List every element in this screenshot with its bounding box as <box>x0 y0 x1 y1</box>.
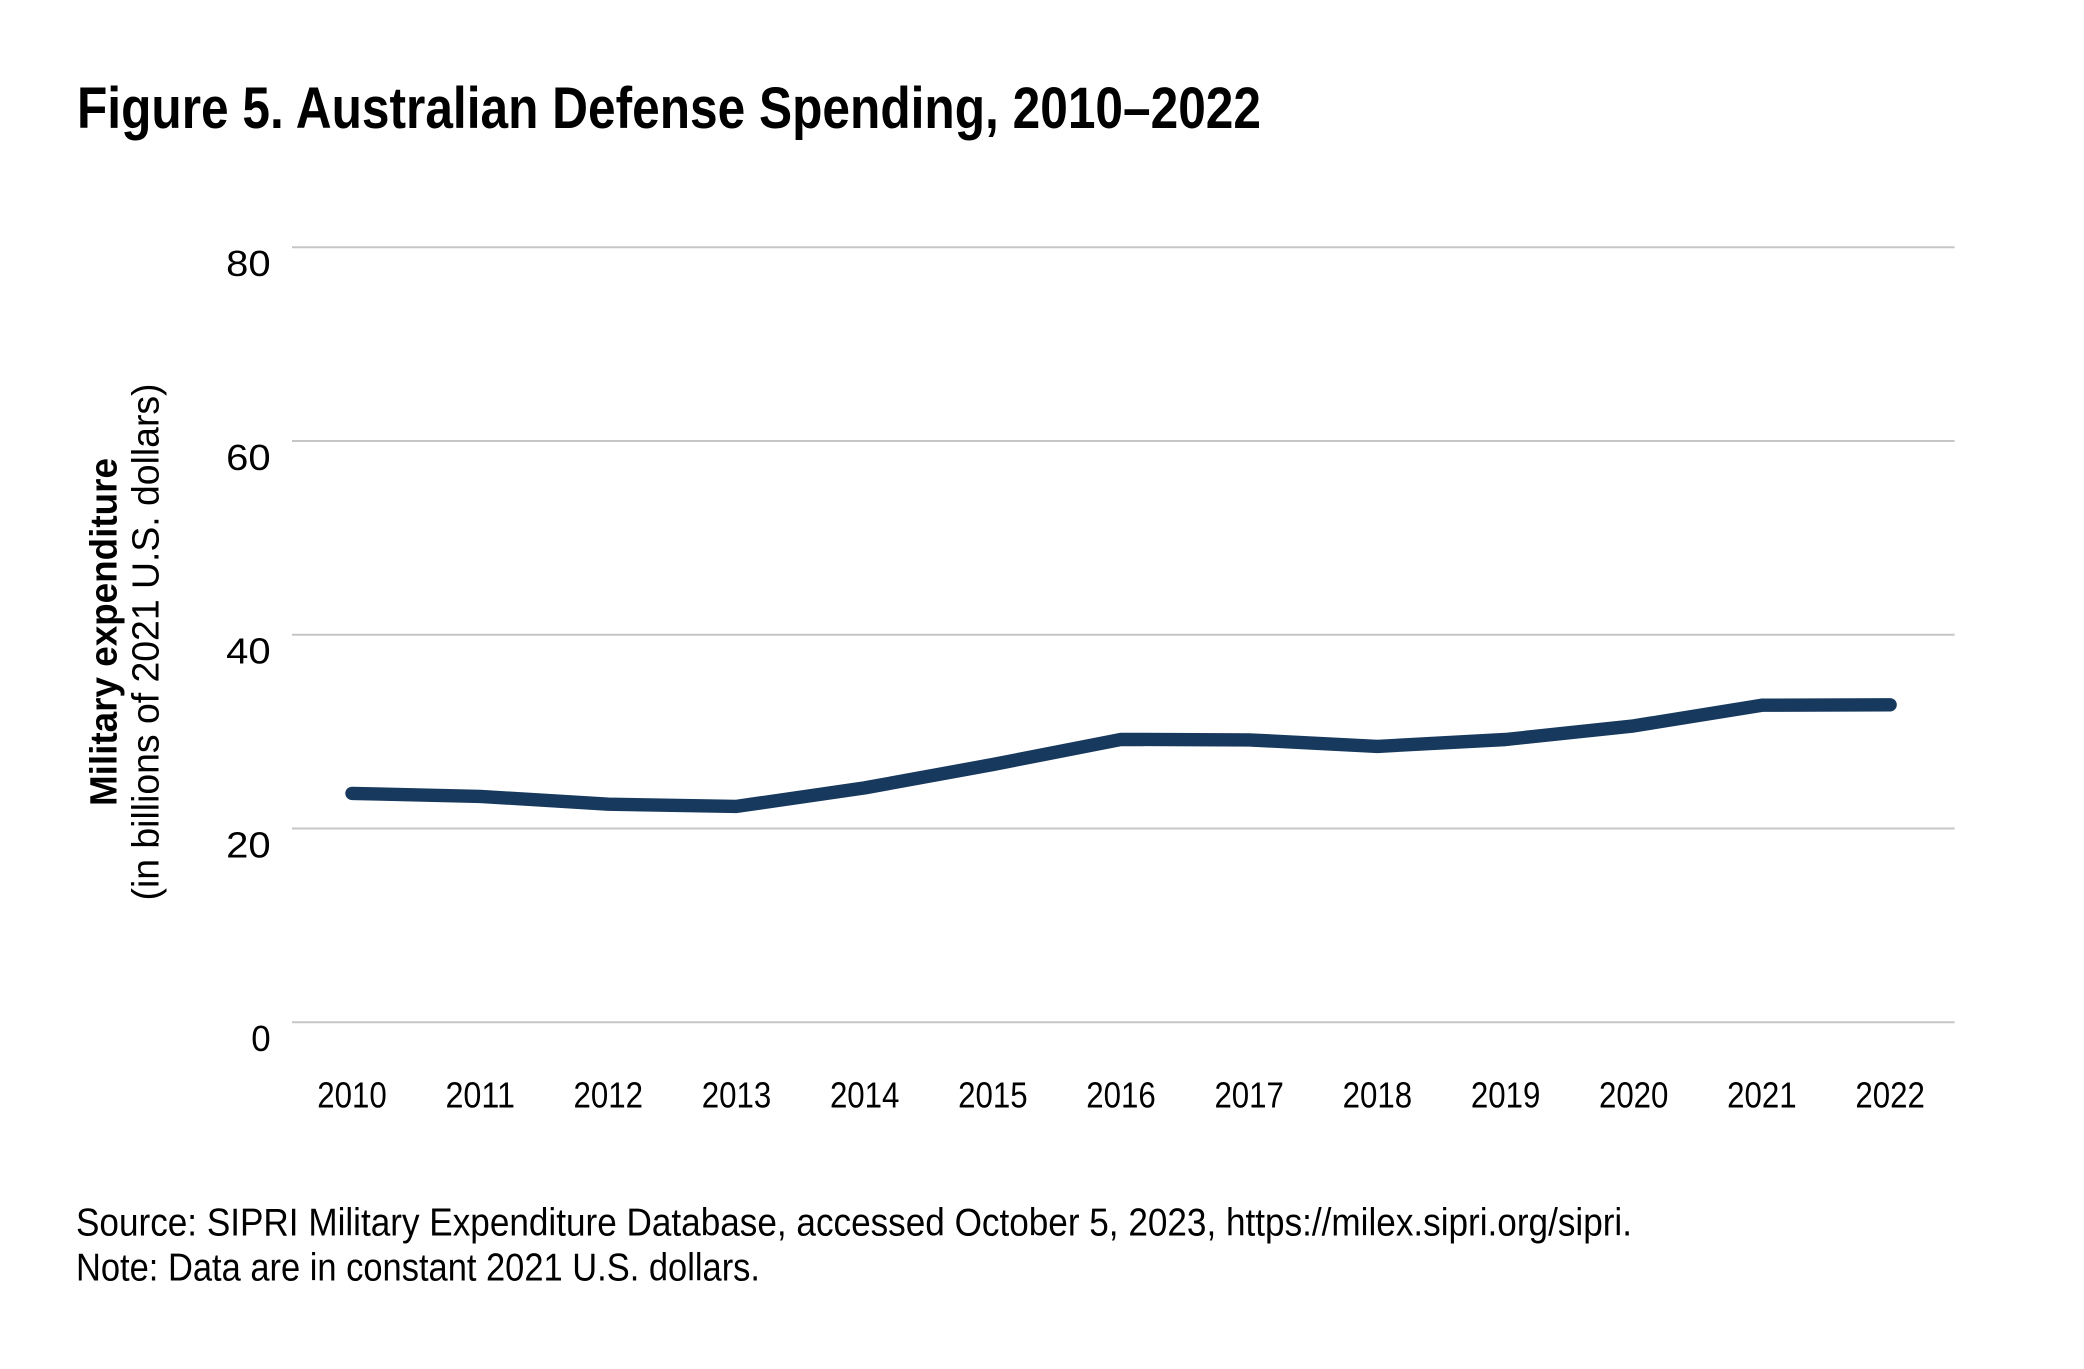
svg-text:2020: 2020 <box>1599 1075 1669 1116</box>
svg-text:40: 40 <box>226 631 271 672</box>
svg-text:2013: 2013 <box>702 1075 772 1116</box>
svg-text:Note: Data are in constant 202: Note: Data are in constant 2021 U.S. dol… <box>76 1246 760 1289</box>
svg-text:2022: 2022 <box>1855 1075 1925 1116</box>
svg-text:0: 0 <box>251 1018 270 1059</box>
svg-text:2012: 2012 <box>574 1075 644 1116</box>
svg-text:Figure 5. Australian Defense S: Figure 5. Australian Defense Spending, 2… <box>77 76 1261 141</box>
svg-text:2021: 2021 <box>1727 1075 1797 1116</box>
svg-text:Source: SIPRI Military Expendi: Source: SIPRI Military Expenditure Datab… <box>76 1201 1632 1244</box>
svg-text:(in billions of 2021 U.S. doll: (in billions of 2021 U.S. dollars) <box>125 384 167 901</box>
svg-text:2014: 2014 <box>830 1075 900 1116</box>
svg-text:Military expenditure: Military expenditure <box>83 458 125 806</box>
svg-text:2015: 2015 <box>958 1075 1028 1116</box>
svg-text:2011: 2011 <box>445 1075 515 1116</box>
svg-text:2019: 2019 <box>1471 1075 1541 1116</box>
svg-text:2018: 2018 <box>1343 1075 1413 1116</box>
svg-text:80: 80 <box>226 243 271 284</box>
svg-text:2010: 2010 <box>317 1075 387 1116</box>
svg-text:2017: 2017 <box>1214 1075 1284 1116</box>
svg-text:2016: 2016 <box>1086 1075 1156 1116</box>
svg-text:20: 20 <box>226 824 271 865</box>
svg-text:60: 60 <box>226 437 271 478</box>
